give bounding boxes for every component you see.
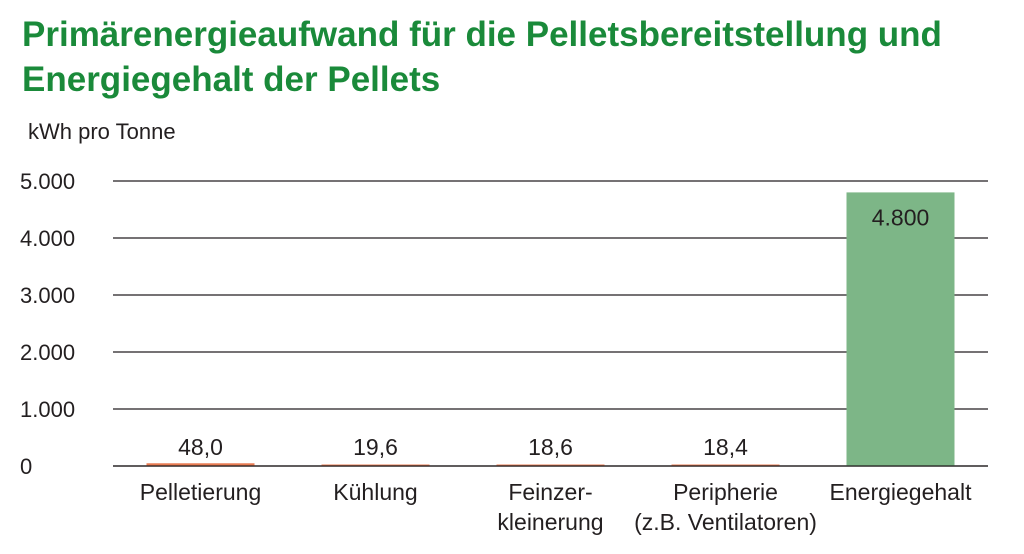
y-tick-label: 0 [20, 454, 32, 479]
bar [496, 464, 605, 466]
data-label: 18,6 [528, 434, 573, 460]
data-label: 19,6 [353, 434, 398, 460]
x-tick-label: Energiegehalt [830, 479, 973, 505]
y-tick-label: 2.000 [20, 340, 75, 365]
y-tick-label: 5.000 [20, 169, 75, 194]
chart-title-line-2: Energiegehalt der Pellets [22, 60, 441, 99]
x-tick-label: kleinerung [497, 509, 603, 535]
chart-title: Primärenergieaufwand für die Pelletsbere… [22, 12, 1012, 102]
x-tick-label: Peripherie [673, 479, 778, 505]
bar [321, 464, 430, 466]
y-axis-unit-label: kWh pro Tonne [28, 119, 176, 144]
x-tick-label: Pelletierung [140, 479, 261, 505]
x-tick-label: (z.B. Ventilatoren) [634, 509, 817, 535]
bar [846, 192, 955, 466]
bar [671, 464, 780, 466]
x-tick-label: Feinzer- [508, 479, 592, 505]
y-tick-label: 1.000 [20, 397, 75, 422]
data-label: 4.800 [872, 204, 930, 230]
x-tick-label: Kühlung [333, 479, 417, 505]
data-label: 48,0 [178, 434, 223, 460]
data-label: 18,4 [703, 434, 748, 460]
y-tick-label: 4.000 [20, 226, 75, 251]
chart-title-line-1: Primärenergieaufwand für die Pelletsbere… [22, 15, 942, 54]
y-tick-label: 3.000 [20, 283, 75, 308]
bar [146, 463, 255, 466]
